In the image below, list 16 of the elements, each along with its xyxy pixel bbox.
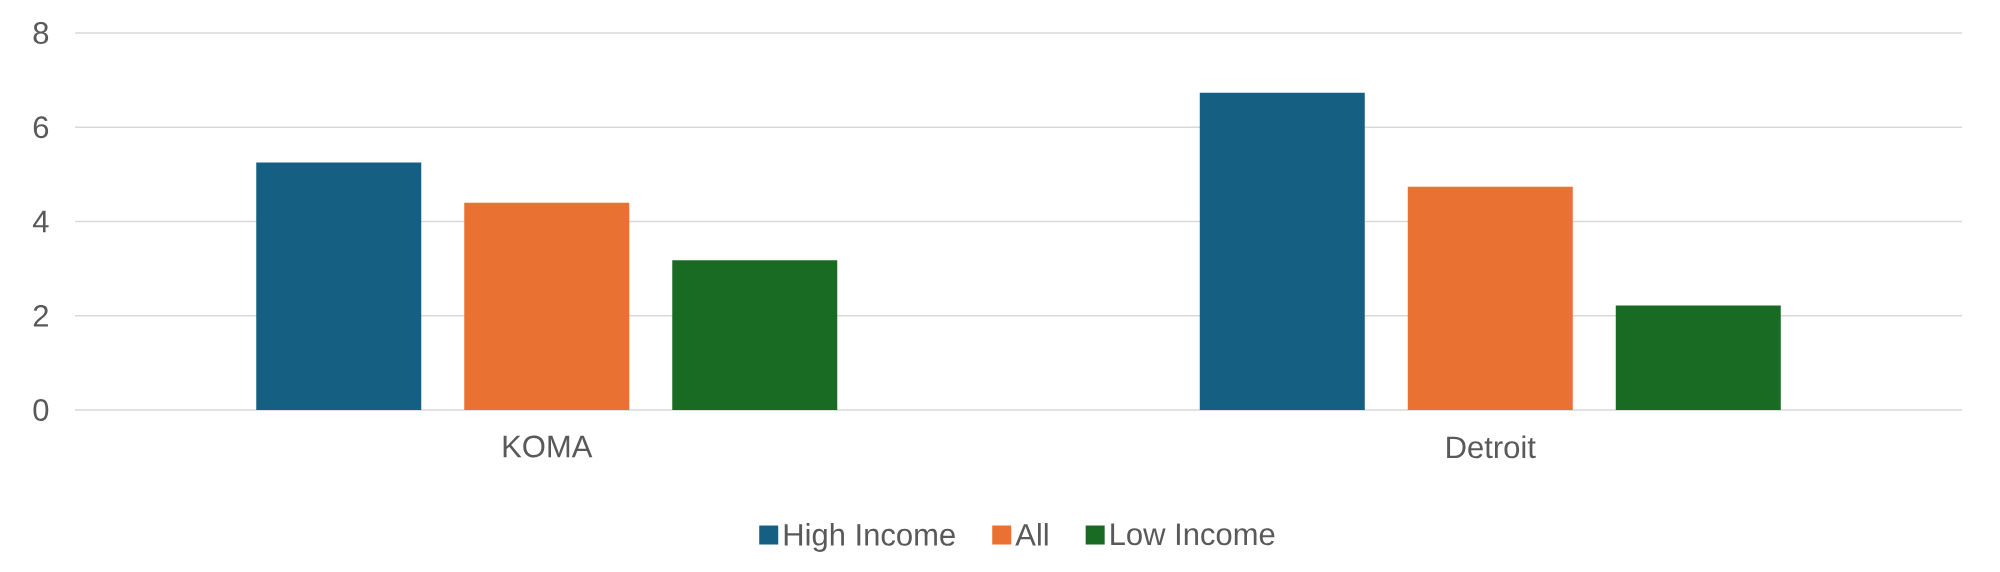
bar (256, 162, 422, 410)
y-tick-label: 2 (33, 304, 48, 327)
y-tick-label: 4 (32, 210, 49, 233)
x-tick-label: Detroit (1447, 435, 1536, 459)
bar (1407, 186, 1573, 410)
bar (1615, 305, 1781, 410)
x-tick-label: KOMA (503, 435, 593, 458)
legend-label: High Income (784, 523, 955, 552)
y-tick-label: 0 (33, 399, 49, 421)
y-tick-label: 6 (33, 116, 49, 139)
y-tick-label: 8 (33, 22, 49, 44)
bar (1199, 92, 1365, 410)
bar (672, 260, 838, 410)
legend-label: Low Income (1111, 523, 1275, 546)
legend-label: All (1015, 523, 1048, 546)
bar (464, 202, 630, 410)
